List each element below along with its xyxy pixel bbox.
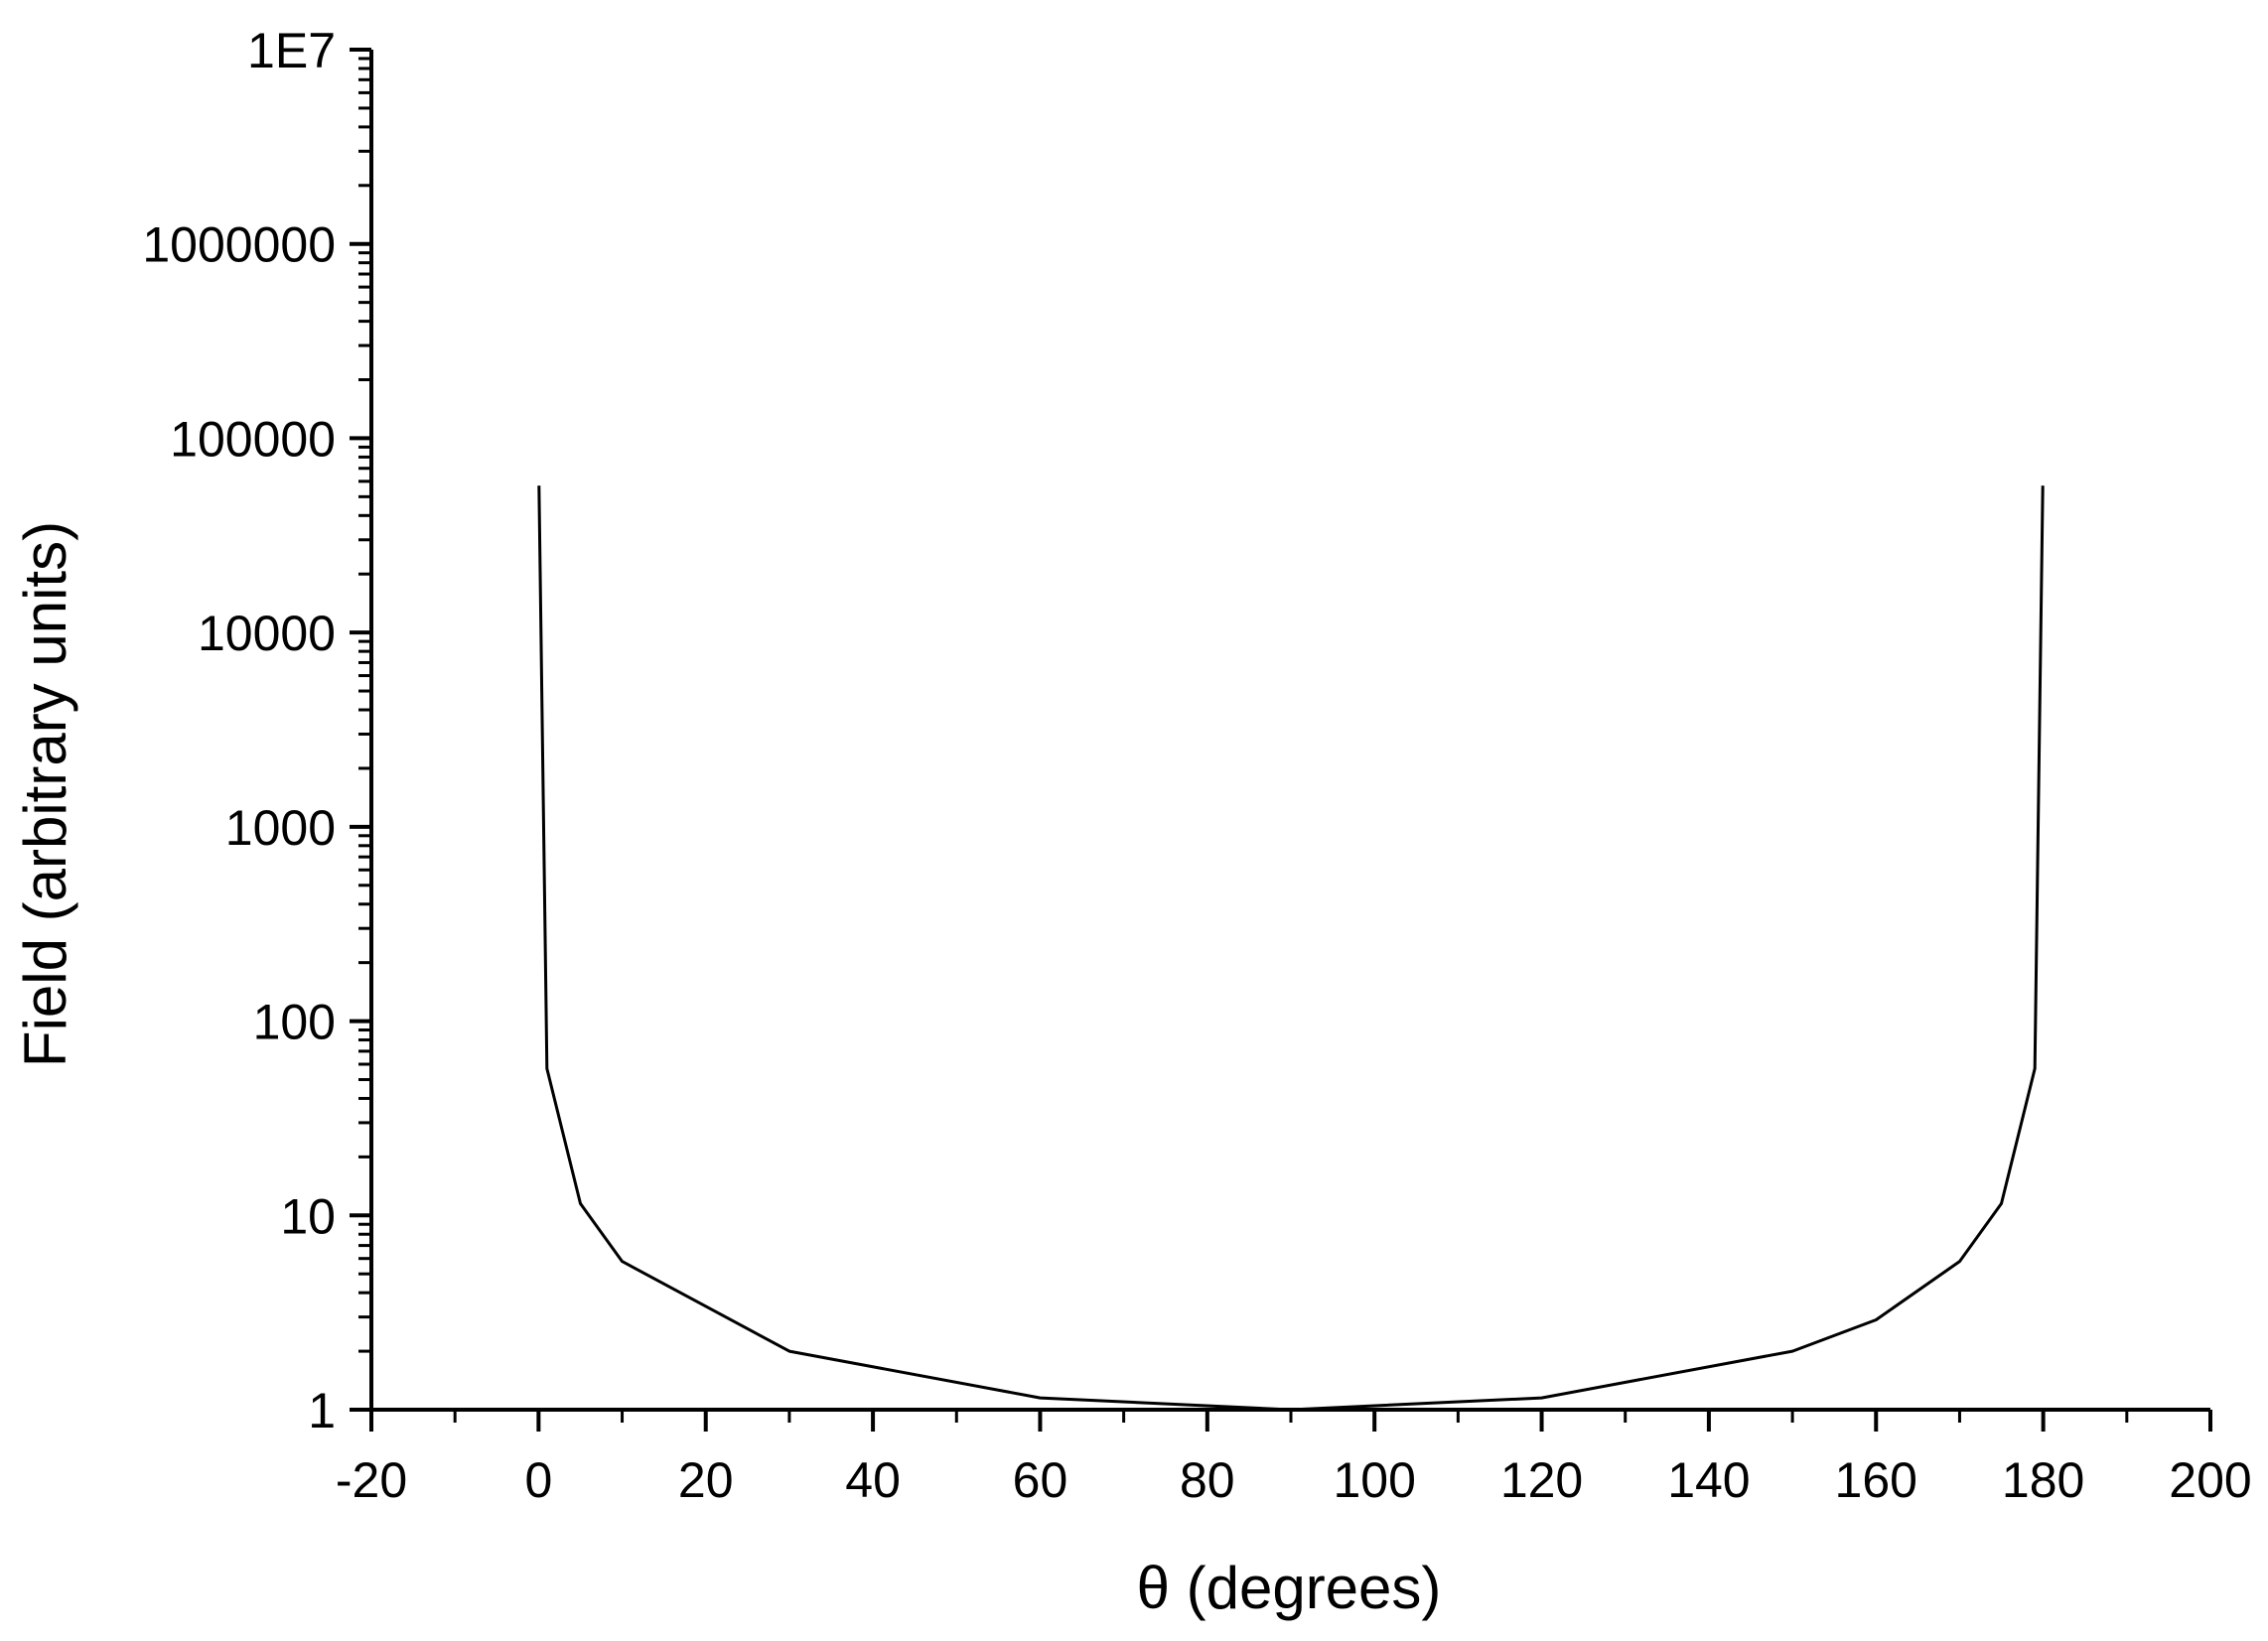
plot-area: [537, 485, 2045, 1412]
y-axis: 1 10 100 1000 10000 100000 1000000 1E7: [142, 23, 373, 1438]
x-tick-label: 180: [2002, 1452, 2084, 1508]
x-axis: -20 0 20 40 60 80 100 120 140 160 180 200: [336, 1408, 2252, 1508]
y-tick-label: 1000000: [142, 217, 336, 273]
x-tick-label: 0: [524, 1452, 552, 1508]
y-tick-label: 1: [308, 1383, 336, 1438]
x-tick-label: 140: [1667, 1452, 1750, 1508]
x-axis-title: θ (degrees): [1137, 1555, 1442, 1621]
y-tick-label: 1000: [225, 800, 336, 856]
y-axis-title: Field (arbitrary units): [12, 521, 78, 1067]
x-tick-label: 200: [2169, 1452, 2251, 1508]
y-tick-label: 10: [280, 1188, 336, 1244]
x-tick-label: 40: [845, 1452, 901, 1508]
x-tick-label: 100: [1333, 1452, 1415, 1508]
y-tick-label: 10000: [198, 606, 336, 661]
y-tick-label: 1E7: [247, 23, 336, 78]
x-tick-label: 160: [1835, 1452, 1917, 1508]
x-tick-label: 80: [1180, 1452, 1235, 1508]
x-tick-label: 20: [678, 1452, 734, 1508]
x-tick-label: -20: [336, 1452, 407, 1508]
y-tick-label: 100: [253, 995, 336, 1050]
series-line: [537, 485, 2045, 1412]
y-tick-label: 100000: [170, 411, 336, 467]
x-tick-label: 60: [1013, 1452, 1068, 1508]
x-tick-label: 120: [1500, 1452, 1583, 1508]
